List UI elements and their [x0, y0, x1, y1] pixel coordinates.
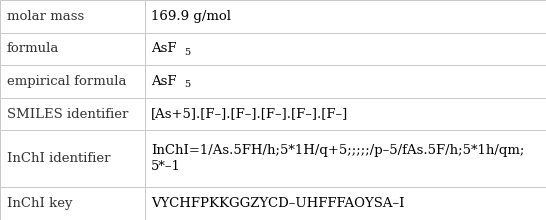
Text: SMILES identifier: SMILES identifier	[7, 108, 128, 121]
Text: formula: formula	[7, 42, 59, 55]
Text: 5: 5	[184, 48, 190, 57]
Bar	[0, 65, 546, 98]
Bar	[0, 187, 546, 220]
Text: VYCHFPKKGGZYCD–UHFFFAOYSA–I: VYCHFPKKGGZYCD–UHFFFAOYSA–I	[151, 197, 405, 210]
Text: 169.9 g/mol: 169.9 g/mol	[151, 10, 232, 23]
Text: empirical formula: empirical formula	[7, 75, 126, 88]
Text: 5: 5	[184, 80, 190, 89]
Text: InChI key: InChI key	[7, 197, 72, 210]
Bar	[0, 33, 546, 65]
Text: 5*–1: 5*–1	[151, 160, 181, 173]
Bar	[0, 98, 546, 130]
Text: [As+5].[F–].[F–].[F–].[F–].[F–]: [As+5].[F–].[F–].[F–].[F–].[F–]	[151, 108, 348, 121]
Text: AsF: AsF	[151, 42, 177, 55]
Text: molar mass: molar mass	[7, 10, 84, 23]
Text: AsF: AsF	[151, 75, 177, 88]
Bar	[0, 0, 546, 33]
Text: InChI=1/As.5FH/h;5*1H/q+5;;;;;/p–5/fAs.5F/h;5*1h/qm;: InChI=1/As.5FH/h;5*1H/q+5;;;;;/p–5/fAs.5…	[151, 144, 525, 157]
Text: InChI identifier: InChI identifier	[7, 152, 110, 165]
Bar	[0, 130, 546, 187]
